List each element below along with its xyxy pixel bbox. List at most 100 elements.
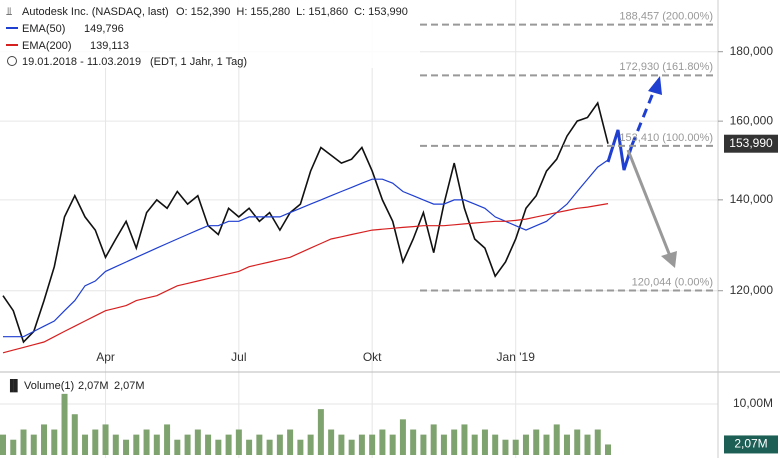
volume-bar <box>297 439 304 455</box>
volume-bar <box>133 434 140 455</box>
volume-bar <box>123 439 130 455</box>
volume-bar <box>287 429 294 455</box>
volume-bar <box>369 434 376 455</box>
volume-bar <box>276 434 283 455</box>
volume-bar <box>481 429 488 455</box>
volume-bar <box>225 434 232 455</box>
volume-bar <box>440 434 447 455</box>
volume-bar <box>451 429 458 455</box>
volume-bar <box>502 439 509 455</box>
target-arrow-up <box>630 87 657 146</box>
volume-bar <box>205 434 212 455</box>
target-arrow-down <box>626 149 672 257</box>
volume-bar <box>533 429 540 455</box>
ohlc-label: H: <box>236 6 247 18</box>
series-line <box>3 159 609 338</box>
icon: ⫫ <box>6 6 12 18</box>
volume-bar <box>471 434 478 455</box>
volume-bar <box>153 434 160 455</box>
volume-last-label: 2,07M <box>734 437 767 451</box>
volume-bar <box>543 434 550 455</box>
ohlc-label: O: <box>176 6 188 18</box>
volume-value: 2,07M <box>114 380 145 392</box>
volume-bar <box>112 434 119 455</box>
clock-icon <box>7 56 17 66</box>
legend-value: 139,113 <box>90 40 129 52</box>
volume-bar <box>328 429 335 455</box>
volume-bar <box>51 429 58 455</box>
y-tick-label: 180,000 <box>730 44 774 58</box>
legend-swatch <box>6 27 18 29</box>
ohlc: O: 152,390 H: 155,280 L: 151,860 C: 153,990 <box>176 6 408 18</box>
volume-bar <box>71 414 78 455</box>
y-tick-label: 160,000 <box>730 113 774 127</box>
volume-bar <box>574 429 581 455</box>
volume-bar <box>584 434 591 455</box>
ohlc-label: C: <box>354 6 365 18</box>
series-line <box>2 203 609 354</box>
volume-bar <box>379 429 386 455</box>
period-note: (EDT, 1 Jahr, 1 Tag) <box>150 56 247 68</box>
volume-icon: ▐▌ <box>6 378 22 393</box>
volume-bar <box>215 439 222 455</box>
volume-bar <box>82 434 89 455</box>
volume-bar <box>317 409 324 455</box>
volume-bar <box>492 434 499 455</box>
legend-bg <box>0 0 420 68</box>
volume-bar <box>461 424 468 455</box>
x-tick-label: Jul <box>231 350 246 364</box>
arrowhead <box>661 251 677 268</box>
volume-bar <box>410 429 417 455</box>
volume-bar <box>10 439 17 455</box>
y-tick-label: 120,000 <box>730 283 774 297</box>
volume-bar <box>61 393 68 455</box>
x-tick-label: Okt <box>363 350 382 364</box>
ohlc-value: 155,280 <box>250 6 290 18</box>
volume-bar <box>30 434 37 455</box>
title: Autodesk Inc. (NASDAQ, last) <box>22 6 169 18</box>
x-tick-label: Apr <box>96 350 115 364</box>
arrowhead <box>648 76 662 95</box>
legend-entry: EMA(200) <box>22 40 72 52</box>
volume-box <box>724 435 778 454</box>
volume-bar <box>338 434 345 455</box>
volume-bar <box>358 434 365 455</box>
volume-bar <box>235 429 242 455</box>
volume-bar <box>553 424 560 455</box>
volume-bar <box>164 424 171 455</box>
last-price-label: 153,990 <box>729 136 773 150</box>
volume-bar <box>512 439 519 455</box>
volume-bar <box>420 434 427 455</box>
volume-bar <box>522 434 529 455</box>
volume-bar <box>307 434 314 455</box>
legend-value: 149,796 <box>84 23 124 35</box>
fib-label: 188,457 (200.00%) <box>619 11 713 23</box>
volume-bar <box>430 424 437 455</box>
volume-bar <box>399 419 406 455</box>
volume-bar <box>605 444 611 455</box>
period: 19.01.2018 - 11.03.2019 <box>22 56 141 68</box>
ohlc-value: 153,990 <box>368 6 408 18</box>
volume-bar <box>246 439 253 455</box>
x-tick-label: Jan '19 <box>497 350 536 364</box>
legend-swatch <box>6 44 18 46</box>
volume-bar <box>594 429 601 455</box>
volume-bar <box>41 424 48 455</box>
series-line <box>2 101 609 344</box>
legend-entry: EMA(50) <box>22 23 65 35</box>
y-tick-label: 140,000 <box>730 192 774 206</box>
ohlc-value: 151,860 <box>308 6 348 18</box>
volume-bar <box>563 434 570 455</box>
volume-value: 2,07M <box>78 380 109 392</box>
ohlc-value: 152,390 <box>191 6 231 18</box>
volume-bar <box>184 434 191 455</box>
volume-bar <box>266 439 273 455</box>
volume-bar <box>194 429 201 455</box>
fib-label: 172,930 (161.80%) <box>619 61 713 73</box>
volume-bar <box>389 434 396 455</box>
volume-bar <box>143 429 150 455</box>
volume-bar <box>0 434 6 455</box>
fib-label: 120,044 (0.00%) <box>632 276 713 288</box>
